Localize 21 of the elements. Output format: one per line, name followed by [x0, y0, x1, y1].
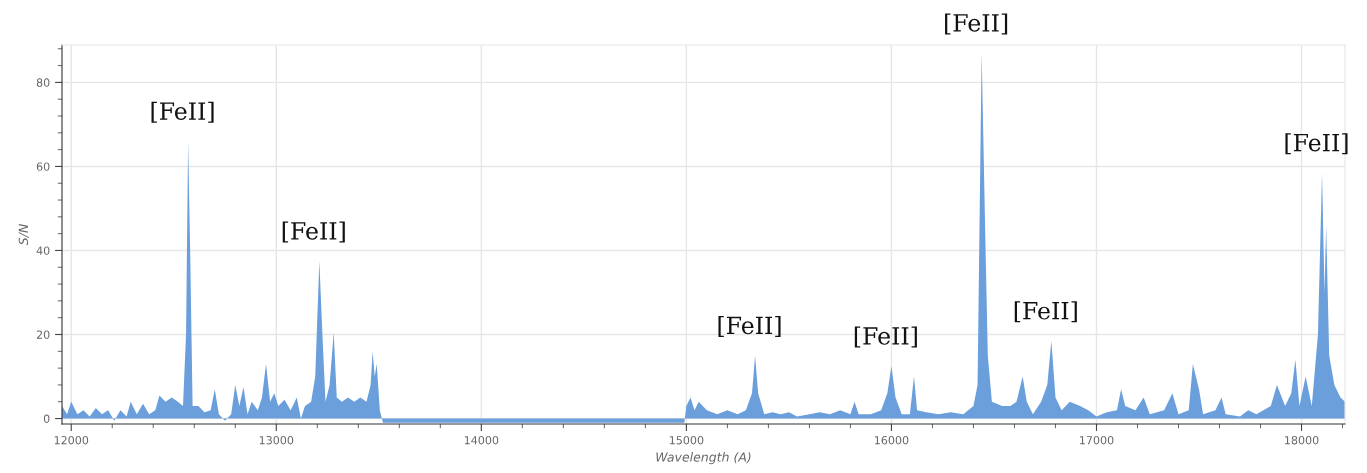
annotation: [FeII]	[1285, 133, 1348, 155]
x-tick-label: 12000	[54, 436, 89, 445]
x-tick-label: 15000	[669, 436, 704, 445]
y-axis-title: S/N	[18, 224, 30, 246]
annotation: [FeII]	[151, 101, 214, 123]
x-tick-label: 13000	[259, 436, 294, 445]
y-tick-label: 20	[36, 330, 50, 339]
y-tick-label: 80	[36, 78, 50, 87]
x-tick-label: 14000	[464, 436, 499, 445]
x-tick-label: 16000	[874, 436, 909, 445]
x-axis-title: Wavelength (A)	[656, 452, 751, 465]
annotation: [FeII]	[282, 221, 345, 243]
annotation: [FeII]	[718, 315, 781, 338]
x-tick-label: 17000	[1080, 436, 1114, 445]
annotation: [FeII]	[945, 13, 1008, 35]
x-tick-label: 18000	[1285, 436, 1319, 445]
annotation: [FeII]	[1014, 301, 1077, 323]
annotation: [FeII]	[854, 326, 917, 348]
y-tick-label: 40	[36, 246, 50, 255]
y-tick-label: 60	[36, 162, 50, 171]
y-tick-label: 0	[43, 414, 50, 423]
